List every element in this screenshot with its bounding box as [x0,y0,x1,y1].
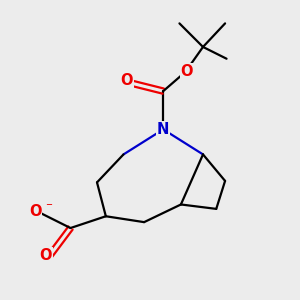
Text: N: N [157,122,170,137]
Text: O: O [39,248,52,263]
Text: O: O [29,204,41,219]
Text: O: O [181,64,193,80]
Text: ⁻: ⁻ [45,201,52,214]
Text: O: O [120,73,133,88]
